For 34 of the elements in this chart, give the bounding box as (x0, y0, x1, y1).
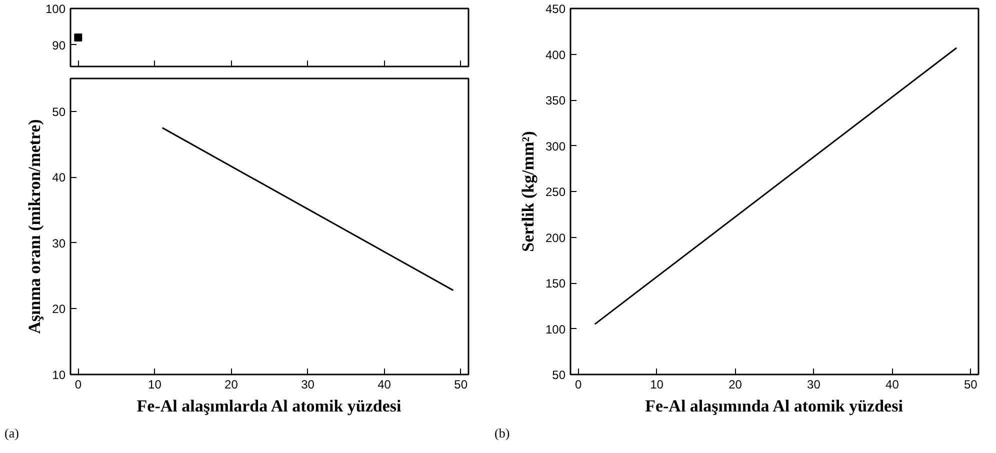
y-tick-label: 100 (545, 322, 566, 336)
text: (b) (494, 426, 510, 440)
y-tick-label: 350 (545, 94, 566, 108)
y-tick-label: 20 (52, 302, 66, 316)
y-tick-label: 100 (45, 2, 66, 16)
y-axis-title: Aşınma oranı (mikron/metre) (25, 119, 44, 334)
x-tick-label: 40 (886, 378, 900, 392)
y-tick-label: 300 (545, 139, 566, 154)
x-tick-label: 50 (964, 378, 978, 392)
y-tick-label: 400 (545, 48, 566, 62)
y-tick-label: 150 (545, 276, 566, 290)
y-tick-label: 50 (552, 368, 566, 382)
y-tick-label: 30 (52, 236, 66, 250)
x-axis-title: Fe-Al alaşımlarda Al atomik yüzdesi (136, 396, 402, 416)
x-axis-title: Fe-Al alaşımında Al atomik yüzdesi (645, 396, 904, 416)
y-tick-label: 250 (545, 185, 566, 199)
x-tick-label: 50 (454, 378, 468, 392)
y-tick-label: 50 (52, 104, 66, 119)
x-tick-label: 40 (378, 378, 392, 392)
x-tick-label: 0 (74, 378, 82, 392)
x-tick-label: 30 (301, 378, 315, 392)
x-tick-label: 20 (224, 378, 238, 392)
x-tick-label: 10 (650, 378, 664, 392)
x-tick-label: 10 (148, 378, 162, 392)
y-tick-label: 10 (52, 368, 66, 382)
x-tick-label: 0 (575, 378, 582, 392)
y-tick-label: 450 (545, 2, 566, 16)
y-tick-label: 40 (52, 170, 66, 185)
y-axis-title: Sertlik (kg/mm²) (518, 131, 538, 252)
y-tick-label: 90 (52, 38, 66, 52)
y-tick-label: 200 (545, 230, 566, 245)
x-tick-label: 30 (807, 378, 821, 392)
text: (a) (4, 426, 19, 440)
x-tick-label: 20 (728, 378, 742, 392)
